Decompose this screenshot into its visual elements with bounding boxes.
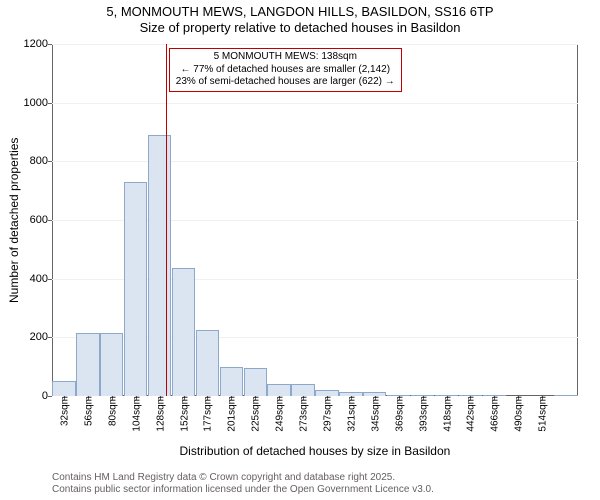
x-tick-label: 345sqm	[368, 396, 381, 432]
y-gridline	[52, 103, 578, 104]
x-tick-label: 297sqm	[320, 396, 333, 432]
title-line2: Size of property relative to detached ho…	[0, 20, 600, 36]
histogram-bar	[244, 368, 267, 396]
x-tick-label: 152sqm	[177, 396, 190, 432]
footer: Contains HM Land Registry data © Crown c…	[52, 472, 434, 496]
x-tick-label: 128sqm	[153, 396, 166, 432]
y-tick-label: 800	[30, 155, 52, 167]
x-tick-label: 32sqm	[57, 396, 70, 426]
histogram-bar	[267, 384, 290, 396]
histogram-bar	[220, 367, 243, 396]
histogram-bar	[52, 381, 75, 396]
histogram-bar	[100, 333, 123, 396]
y-axis-title: Number of detached properties	[7, 137, 21, 302]
x-tick-label: 201sqm	[225, 396, 238, 432]
footer-line1: Contains HM Land Registry data © Crown c…	[52, 472, 434, 484]
y-tick-label: 1000	[24, 97, 52, 109]
x-tick-label: 104sqm	[129, 396, 142, 432]
x-axis-title: Distribution of detached houses by size …	[180, 444, 451, 458]
x-tick-label: 442sqm	[464, 396, 477, 432]
y-tick-label: 1200	[24, 38, 52, 50]
annotation-line: 23% of semi-detached houses are larger (…	[176, 76, 395, 89]
histogram-bar	[124, 182, 147, 396]
x-tick-label: 225sqm	[249, 396, 262, 432]
x-tick-label: 56sqm	[81, 396, 94, 426]
x-tick-label: 393sqm	[416, 396, 429, 432]
annotation-box: 5 MONMOUTH MEWS: 138sqm← 77% of detached…	[169, 48, 402, 92]
reference-line	[166, 44, 167, 396]
x-tick-label: 490sqm	[512, 396, 525, 432]
histogram-bar	[196, 330, 219, 396]
x-tick-label: 466sqm	[488, 396, 501, 432]
annotation-line: ← 77% of detached houses are smaller (2,…	[176, 64, 395, 77]
histogram-bar	[148, 135, 171, 396]
x-tick-label: 321sqm	[344, 396, 357, 432]
annotation-line: 5 MONMOUTH MEWS: 138sqm	[176, 51, 395, 64]
y-gridline	[52, 161, 578, 162]
plot-area: 02004006008001000120032sqm56sqm80sqm104s…	[52, 44, 578, 396]
x-tick-label: 514sqm	[536, 396, 549, 432]
histogram-bar	[76, 333, 99, 396]
x-tick-label: 418sqm	[440, 396, 453, 432]
x-tick-label: 369sqm	[392, 396, 405, 432]
histogram-bar	[291, 384, 314, 396]
y-tick-label: 600	[30, 214, 52, 226]
title-line1: 5, MONMOUTH MEWS, LANGDON HILLS, BASILDO…	[0, 4, 600, 20]
chart-title: 5, MONMOUTH MEWS, LANGDON HILLS, BASILDO…	[0, 0, 600, 35]
y-tick-label: 0	[42, 390, 52, 402]
histogram-bar	[172, 268, 195, 396]
y-tick-label: 400	[30, 273, 52, 285]
footer-line2: Contains public sector information licen…	[52, 484, 434, 496]
x-tick-label: 249sqm	[273, 396, 286, 432]
histogram-bar	[554, 395, 577, 396]
y-gridline	[52, 44, 578, 45]
x-tick-label: 80sqm	[105, 396, 118, 426]
x-tick-label: 177sqm	[201, 396, 214, 432]
y-tick-label: 200	[30, 331, 52, 343]
x-tick-label: 273sqm	[297, 396, 310, 432]
